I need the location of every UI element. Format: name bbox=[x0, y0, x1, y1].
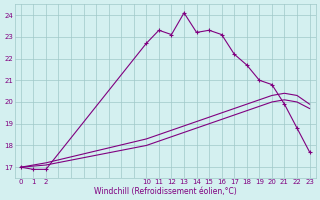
X-axis label: Windchill (Refroidissement éolien,°C): Windchill (Refroidissement éolien,°C) bbox=[94, 187, 236, 196]
